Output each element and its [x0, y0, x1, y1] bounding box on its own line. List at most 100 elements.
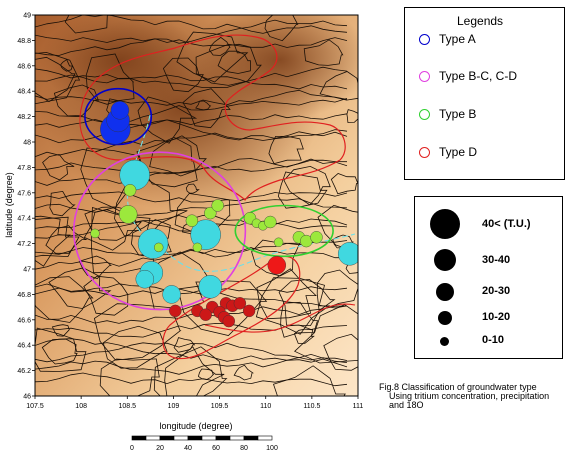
size-item-40-plus: 40< (T.U.): [415, 209, 564, 239]
y-tick-label: 48: [23, 140, 31, 147]
well-marker: [190, 219, 221, 250]
well-marker: [310, 231, 323, 244]
well-marker: [233, 297, 247, 310]
contour-line: [35, 240, 348, 257]
figure-caption: Fig.8 Classification of groundwater type…: [379, 383, 579, 410]
mountain-shading: [190, 15, 358, 120]
y-tick-label: 48.6: [17, 63, 31, 70]
size-dot-icon: [430, 209, 460, 239]
contour-line: [256, 268, 317, 320]
well-marker: [204, 206, 217, 220]
contour-line: [49, 190, 76, 217]
scale-bar-segment: [173, 435, 189, 441]
caption-line: Using tritium concentration, precipitati…: [389, 391, 550, 401]
x-tick-label: 108: [75, 403, 87, 410]
size-label: 40< (T.U.): [482, 218, 531, 230]
type-outline-type-b-c-c-d: [73, 151, 247, 311]
well-marker: [110, 101, 130, 120]
caption-line: and 18O: [389, 400, 424, 410]
well-marker: [338, 242, 358, 266]
contour-line: [173, 337, 196, 353]
well-marker: [192, 242, 203, 253]
contour-line: [48, 267, 112, 309]
contour-line: [255, 277, 331, 335]
contour-line: [64, 15, 112, 34]
y-tick-label: 48.2: [17, 114, 31, 121]
map-area: [35, 15, 358, 396]
scale-bar-segment: [187, 435, 203, 441]
y-tick-label: 46.6: [17, 317, 31, 324]
scale-bar-label: 60: [212, 445, 220, 452]
contour-line: [35, 51, 81, 105]
size-dot-icon: [440, 337, 449, 346]
well-marker: [153, 242, 164, 253]
contour-line: [185, 183, 200, 194]
contour-line: [35, 119, 348, 144]
contour-line: [35, 372, 348, 387]
well-marker: [273, 237, 284, 248]
contour-line: [35, 34, 348, 48]
size-item-30-40: 30-40: [415, 245, 564, 275]
contour-line: [35, 129, 348, 158]
contour-line: [233, 364, 255, 381]
scale-bar-label: 80: [240, 445, 248, 452]
scale-bar-label: 20: [156, 445, 164, 452]
contour-line: [277, 171, 328, 209]
contour-line: [35, 98, 348, 128]
contour-line: [35, 305, 348, 324]
scale-bar-segment: [243, 435, 259, 441]
size-label: 10-20: [482, 311, 511, 323]
contour-line: [195, 43, 262, 86]
contour-line: [35, 216, 80, 258]
well-marker: [198, 275, 223, 299]
x-tick-label: 111: [353, 403, 364, 410]
y-tick-label: 46.8: [17, 292, 31, 299]
type-outlines: [73, 87, 334, 311]
contour-line: [35, 283, 348, 309]
scale-bar-segment: [145, 435, 161, 441]
contour-line: [137, 96, 198, 144]
well-marker: [119, 159, 150, 191]
well-marker: [118, 205, 138, 224]
legend-item-type-d: Type D: [419, 145, 477, 159]
legend-label: Type B: [439, 107, 477, 121]
legend-item-type-a: Type A: [419, 32, 476, 46]
x-tick-label: 109: [168, 403, 180, 410]
well-marker: [185, 214, 199, 227]
contour-line: [293, 304, 358, 364]
contour-line: [217, 50, 251, 74]
scale-bar: 0 20 40 60 80 100: [130, 435, 278, 452]
contour-line: [35, 218, 348, 241]
scale-bar-segment: [159, 435, 175, 441]
size-item-10-20: 10-20: [415, 303, 564, 333]
map-frame: [34, 14, 359, 397]
scale-bar-segment: [257, 435, 273, 441]
legend-label: Type A: [439, 32, 476, 46]
contour-line: [35, 247, 347, 270]
type-legend: Legends Type A Type B-C, C-D Type B Type…: [404, 7, 565, 180]
y-tick-label: 46: [23, 394, 31, 401]
type-d-boundary: [204, 303, 356, 333]
size-dot-icon: [438, 311, 452, 325]
contour-line: [35, 215, 71, 267]
scale-bar-label: 100: [266, 445, 278, 452]
x-tick-label: 109.5: [211, 403, 229, 410]
contour-line: [136, 136, 198, 188]
well-marker: [267, 256, 286, 275]
contour-line: [35, 15, 348, 34]
well-marker: [162, 285, 181, 304]
well-markers: [90, 101, 358, 328]
contour-line: [35, 191, 348, 203]
contour-line: [35, 19, 348, 56]
size-item-20-30: 20-30: [415, 277, 564, 307]
contour-line: [323, 333, 358, 371]
y-axis-label: latitude (degree): [4, 172, 14, 238]
well-marker: [264, 215, 277, 229]
x-tick-label: 110: [260, 403, 271, 410]
well-marker: [135, 270, 155, 289]
size-label: 30-40: [482, 254, 511, 266]
x-axis-ticks: 107.5 108 108.5 109 109.5 110 110.5 111: [26, 396, 363, 410]
legend-circle-icon: [419, 146, 430, 158]
contour-line: [99, 358, 160, 396]
